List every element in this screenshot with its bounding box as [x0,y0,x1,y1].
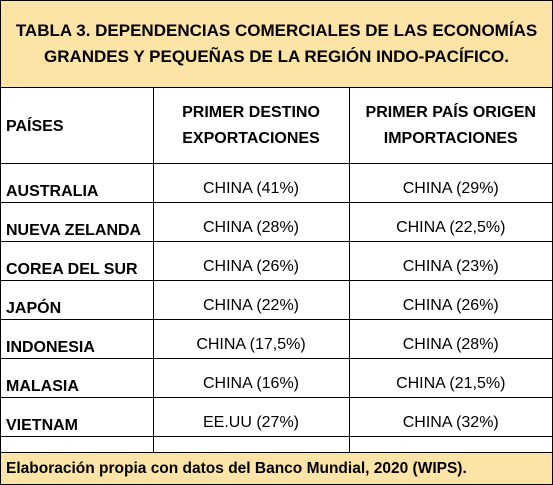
country-cell: INDONESIA [1,319,154,359]
imports-cell: CHINA (22,5%) [348,202,552,242]
table-title-line-2: GRANDES Y PEQUEÑAS DE LA REGIÓN INDO-PAC… [43,47,510,66]
imports-cell: CHINA (32%) [348,397,552,437]
source-footnote: Elaboración propia con datos del Banco M… [1,452,552,484]
table-row: JAPÓN CHINA (22%) CHINA (26%) [1,280,552,320]
header-imports: PRIMER PAÍS ORIGEN IMPORTACIONES [348,88,552,164]
country-cell: MALASIA [1,358,154,398]
header-exports-line-2: EXPORTACIONES [182,129,320,147]
country-cell: NUEVA ZELANDA [1,202,154,242]
exports-cell: CHINA (28%) [152,202,350,242]
exports-cell: CHINA (16%) [152,358,350,398]
imports-cell: CHINA (21,5%) [348,358,552,398]
country-cell: VIETNAM [1,397,154,437]
exports-cell: EE.UU (27%) [152,397,350,437]
exports-cell: CHINA (41%) [152,163,350,203]
exports-cell: CHINA (26%) [152,241,350,281]
table-row: COREA DEL SUR CHINA (26%) CHINA (23%) [1,241,552,281]
exports-cell: CHINA (17,5%) [152,319,350,359]
country-cell: AUSTRALIA [1,163,154,203]
header-exports: PRIMER DESTINO EXPORTACIONES [152,88,350,164]
header-imports-line-2: IMPORTACIONES [383,129,518,147]
imports-cell: CHINA (28%) [348,319,552,359]
table-row: MALASIA CHINA (16%) CHINA (21,5%) [1,358,552,398]
table-row: INDONESIA CHINA (17,5%) CHINA (28%) [1,319,552,359]
country-cell: JAPÓN [1,280,154,320]
header-row: PAÍSES PRIMER DESTINO EXPORTACIONES PRIM… [1,88,552,164]
country-cell: COREA DEL SUR [1,241,154,281]
imports-cell: CHINA (26%) [348,280,552,320]
table-row: NUEVA ZELANDA CHINA (28%) CHINA (22,5%) [1,202,552,242]
trade-dependency-table: PAÍSES PRIMER DESTINO EXPORTACIONES PRIM… [1,88,552,476]
table-row: AUSTRALIA CHINA (41%) CHINA (29%) [1,163,552,203]
imports-cell: CHINA (23%) [348,241,552,281]
table-title: TABLA 3. DEPENDENCIAS COMERCIALES DE LAS… [1,1,552,88]
header-exports-line-1: PRIMER DESTINO [182,103,320,121]
table-row: VIETNAM EE.UU (27%) CHINA (32%) [1,397,552,437]
imports-cell: CHINA (29%) [348,163,552,203]
table-title-line-1: TABLA 3. DEPENDENCIAS COMERCIALES DE LAS… [15,21,538,40]
header-countries: PAÍSES [1,88,154,164]
header-imports-line-1: PRIMER PAÍS ORIGEN [365,103,536,121]
exports-cell: CHINA (22%) [152,280,350,320]
